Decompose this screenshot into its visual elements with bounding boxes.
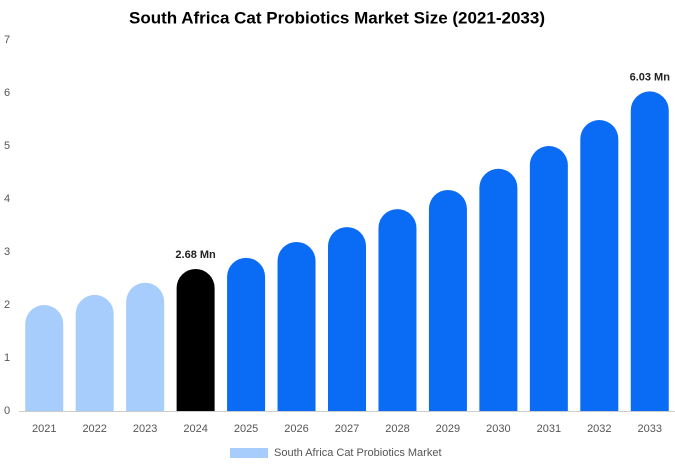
bar [630, 91, 669, 411]
bar [479, 168, 518, 411]
x-tick-label: 2033 [638, 423, 662, 435]
y-tick-label: 3 [4, 246, 10, 258]
x-tick-label: 2021 [32, 423, 56, 435]
bar [277, 241, 316, 411]
bar [75, 294, 114, 411]
bar [328, 227, 366, 411]
data-label: 6.03 Mn [630, 71, 671, 83]
x-tick-label: 2024 [183, 423, 207, 435]
bar [227, 257, 266, 411]
x-tick-label: 2025 [234, 423, 258, 435]
y-tick-label: 5 [4, 140, 10, 152]
x-tick-label: 2032 [587, 423, 611, 435]
x-tick-label: 2026 [284, 423, 308, 435]
x-tick-label: 2023 [133, 423, 157, 435]
bar [529, 146, 568, 411]
y-tick-label: 4 [4, 193, 10, 205]
bar [126, 282, 165, 411]
x-tick-label: 2031 [537, 423, 561, 435]
y-tick-label: 2 [4, 299, 10, 311]
bar [580, 120, 619, 411]
chart-title: South Africa Cat Probiotics Market Size … [129, 8, 545, 27]
bar [176, 268, 215, 411]
x-tick-label: 2030 [486, 423, 510, 435]
y-tick-label: 6 [4, 87, 10, 99]
x-tick-label: 2029 [436, 423, 460, 435]
x-tick-label: 2022 [82, 423, 106, 435]
x-tick-label: 2028 [385, 423, 409, 435]
bar [428, 189, 467, 411]
x-tick-label: 2027 [335, 423, 359, 435]
y-tick-label: 7 [4, 34, 10, 46]
y-tick-label: 1 [4, 352, 10, 364]
y-tick-label: 0 [4, 405, 10, 417]
bar [25, 305, 64, 411]
legend-label: South Africa Cat Probiotics Market [274, 447, 442, 459]
bar [378, 209, 417, 411]
legend-swatch [230, 448, 268, 458]
data-label: 2.68 Mn [175, 249, 216, 261]
